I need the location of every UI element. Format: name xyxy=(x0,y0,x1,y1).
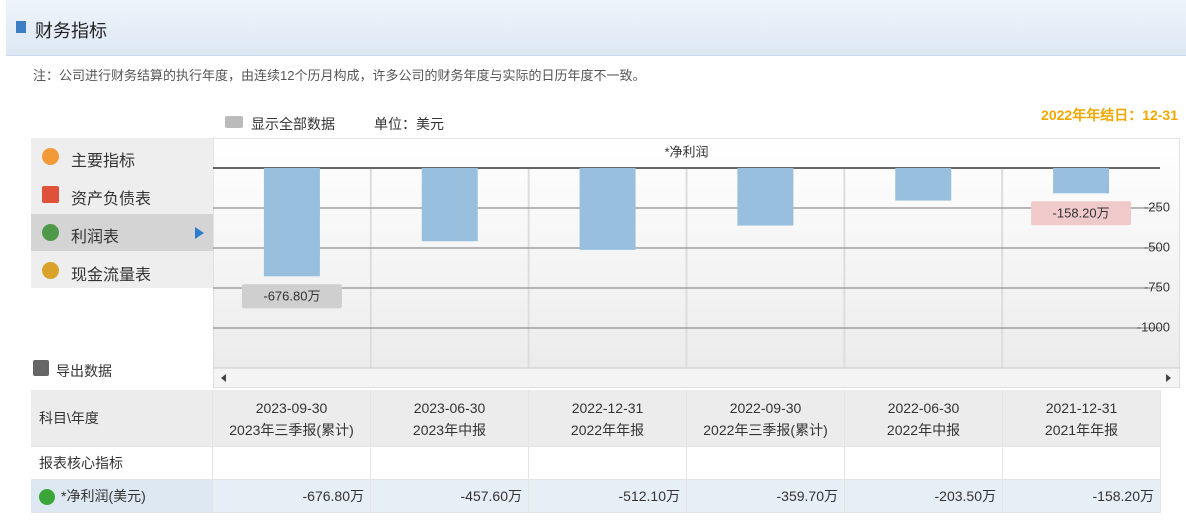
column-report: 2023年中报 xyxy=(412,422,487,438)
menu-label: 主要指标 xyxy=(71,153,136,170)
y-tick-label: -500 xyxy=(1144,239,1170,254)
value-label: -158.20万 xyxy=(1053,206,1110,221)
bar xyxy=(263,168,320,277)
table-cell: -676.80万 xyxy=(213,480,371,513)
header-title: 财务指标 xyxy=(35,21,107,41)
row-label-text: *净利润(美元) xyxy=(61,488,146,504)
menu-icon xyxy=(42,148,59,165)
table-cell xyxy=(1003,447,1161,480)
column-header: 2022-06-30 2022年中报 xyxy=(845,390,1003,447)
bar xyxy=(737,168,794,226)
column-header: 2022-09-30 2022年三季报(累计) xyxy=(687,390,845,447)
menu-label: 利润表 xyxy=(71,229,120,246)
row-label: *净利润(美元) xyxy=(31,480,213,513)
tooltip-box xyxy=(1031,201,1132,226)
table-corner: 科目\年度 xyxy=(31,390,213,447)
column-date: 2022-12-31 xyxy=(571,400,644,416)
table-cell xyxy=(687,447,845,480)
table-cell: -158.20万 xyxy=(1003,480,1161,513)
column-header: 2022-12-31 2022年年报 xyxy=(529,390,687,447)
column-header: 2023-06-30 2023年中报 xyxy=(371,390,529,447)
table-cell xyxy=(529,447,687,480)
table-cell: -359.70万 xyxy=(687,480,845,513)
y-tick-label: -750 xyxy=(1144,279,1170,294)
table: 科目\年度 2023-09-30 2023年三季报(累计) 2023-06-30 202… xyxy=(31,390,1162,521)
header-icon xyxy=(16,21,26,33)
scroll-right xyxy=(1166,374,1171,382)
table-cell xyxy=(213,447,371,480)
table-cell xyxy=(845,447,1003,480)
year-end: 2022年年结日：12-31 xyxy=(1041,107,1178,123)
menu-item[interactable]: 资产负债表 xyxy=(31,176,213,213)
column-report: 2022年年报 xyxy=(570,422,645,438)
column-date: 2022-09-30 xyxy=(729,400,802,416)
row-label: 报表核心指标 xyxy=(31,447,213,480)
check-icon xyxy=(39,489,55,506)
table-cell: -203.50万 xyxy=(845,480,1003,513)
table-cell xyxy=(371,447,529,480)
menu-item[interactable]: 利润表 xyxy=(31,214,213,251)
column-header: 2023-09-30 2023年三季报(累计) xyxy=(213,390,371,447)
scrollbar xyxy=(213,367,1180,388)
scroll-left xyxy=(221,374,226,382)
tooltip-box xyxy=(241,284,342,309)
menu-icon xyxy=(42,186,59,203)
column-report: 2022年中报 xyxy=(886,422,961,438)
unit: 单位：美元 xyxy=(374,116,444,132)
bar xyxy=(1053,168,1110,194)
y-tick-label: -1000 xyxy=(1137,319,1170,334)
column-report: 2022年三季报(累计) xyxy=(703,422,828,438)
column-report: 2021年年报 xyxy=(1044,422,1119,438)
column-date: 2022-06-30 xyxy=(887,400,960,416)
side-menu: 主要指标资产负债表利润表现金流量表 xyxy=(31,138,213,288)
table-cell: -457.60万 xyxy=(371,480,529,513)
bar xyxy=(421,168,478,242)
column-report: 2023年三季报(累计) xyxy=(229,422,354,438)
export[interactable]: 导出数据 xyxy=(56,363,112,379)
menu-item[interactable]: 现金流量表 xyxy=(31,252,213,289)
column-date: 2023-09-30 xyxy=(255,400,328,416)
menu-label: 资产负债表 xyxy=(71,191,152,208)
menu-label: 现金流量表 xyxy=(71,267,152,284)
note: 注：公司进行财务结算的执行年度，由连续12个历月构成，许多公司的财务年度与实际的… xyxy=(33,68,646,83)
plot-bg xyxy=(213,138,1180,388)
show-all[interactable]: 显示全部数据 xyxy=(251,116,335,132)
header-bar xyxy=(6,0,1186,56)
value-label: -676.80万 xyxy=(263,289,320,304)
menu-item[interactable]: 主要指标 xyxy=(31,138,213,175)
show-all-icon xyxy=(225,116,243,128)
bar xyxy=(579,168,636,250)
bar xyxy=(895,168,952,201)
chart-title: *净利润 xyxy=(664,144,708,159)
menu-icon xyxy=(42,262,59,279)
row-label-text: 报表核心指标 xyxy=(39,455,123,471)
menu-icon xyxy=(42,224,59,241)
chart: *净利润 -250 -500 -750 -1000 -676.80万 -158.20万 xyxy=(213,138,1180,388)
column-header: 2021-12-31 2021年年报 xyxy=(1003,390,1161,447)
menu-arrow xyxy=(195,227,204,239)
table-cell: -512.10万 xyxy=(529,480,687,513)
column-date: 2023-06-30 xyxy=(413,400,486,416)
column-date: 2021-12-31 xyxy=(1045,400,1118,416)
export-icon xyxy=(33,360,49,376)
y-tick-label: -250 xyxy=(1144,199,1170,214)
